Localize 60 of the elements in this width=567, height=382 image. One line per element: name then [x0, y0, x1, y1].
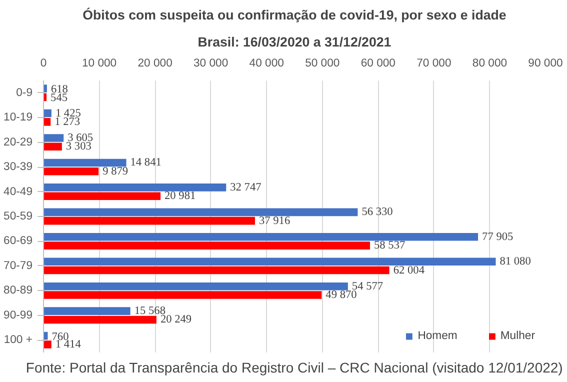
y-tick-label: 90-99: [4, 309, 33, 322]
data-label: 14 841: [130, 156, 162, 169]
bar: [44, 291, 322, 299]
bar: [44, 134, 64, 142]
bar: [44, 158, 126, 167]
y-tick-label: 80-89: [4, 284, 33, 297]
data-label: 3 303: [66, 140, 92, 153]
legend-label: Homem: [418, 330, 458, 342]
chart-title: Óbitos com suspeita ou confirmação de covid-19, por sexo e idade: [82, 8, 506, 22]
bar: [44, 192, 161, 200]
x-tick-label: 90 000: [528, 58, 563, 70]
bar: [44, 184, 226, 192]
y-tick-label: 10-19: [4, 112, 33, 124]
y-tick-label: 0-9: [16, 86, 32, 99]
bar: [44, 109, 52, 118]
data-label: 9 879: [102, 165, 128, 178]
bar: [44, 282, 348, 290]
x-tick-label: 80 000: [472, 58, 508, 70]
bar: [44, 118, 51, 126]
x-tick-label: 40 000: [249, 58, 284, 70]
bar: [44, 242, 370, 250]
data-label: 56 330: [362, 206, 394, 218]
data-label: 37 916: [258, 214, 290, 227]
chart-subtitle: Brasil: 16/03/2020 a 31/12/2021: [198, 34, 392, 50]
data-label: 1 273: [54, 116, 80, 128]
data-label: 49 870: [326, 289, 358, 302]
data-label: 20 981: [164, 190, 196, 202]
bar: [44, 307, 130, 315]
data-label: 32 747: [230, 181, 262, 194]
data-label: 77 905: [482, 230, 514, 243]
data-label: 58 537: [374, 240, 406, 252]
data-label: 20 249: [160, 314, 192, 326]
bar: [44, 233, 478, 241]
bar: [44, 167, 99, 176]
bar: [44, 208, 358, 216]
x-tick-label: 70 000: [416, 58, 452, 70]
y-tick-label: 100 +: [4, 334, 33, 346]
y-tick-label: 20-29: [4, 136, 33, 148]
x-tick-label: 20 000: [138, 58, 172, 70]
y-tick-label: 70-79: [4, 260, 33, 272]
bar: [44, 216, 255, 225]
legend-label: Mulher: [500, 330, 535, 342]
y-tick-label: 50-59: [4, 210, 33, 222]
bar: [44, 258, 496, 266]
y-tick-label: 60-69: [4, 235, 33, 248]
data-label: 81 080: [500, 256, 532, 268]
bar: [44, 340, 52, 348]
x-tick-label: 30 000: [194, 58, 228, 70]
data-label: 62 004: [393, 264, 425, 276]
data-label: 545: [50, 92, 68, 104]
x-tick-label: 50 000: [305, 58, 340, 70]
bar: [44, 316, 156, 324]
bar: [44, 142, 62, 151]
bar: [44, 266, 390, 274]
source-note: Fonte: Portal da Transparência do Registro Civil – CRC Nacional (visitado 12/01/2022): [26, 360, 563, 376]
x-tick-label: 10 000: [82, 58, 117, 70]
x-tick-label: 60 000: [360, 58, 396, 70]
y-tick-label: 40-49: [4, 186, 33, 198]
x-tick-label: 0: [40, 58, 47, 70]
y-tick-label: 30-39: [4, 161, 33, 174]
